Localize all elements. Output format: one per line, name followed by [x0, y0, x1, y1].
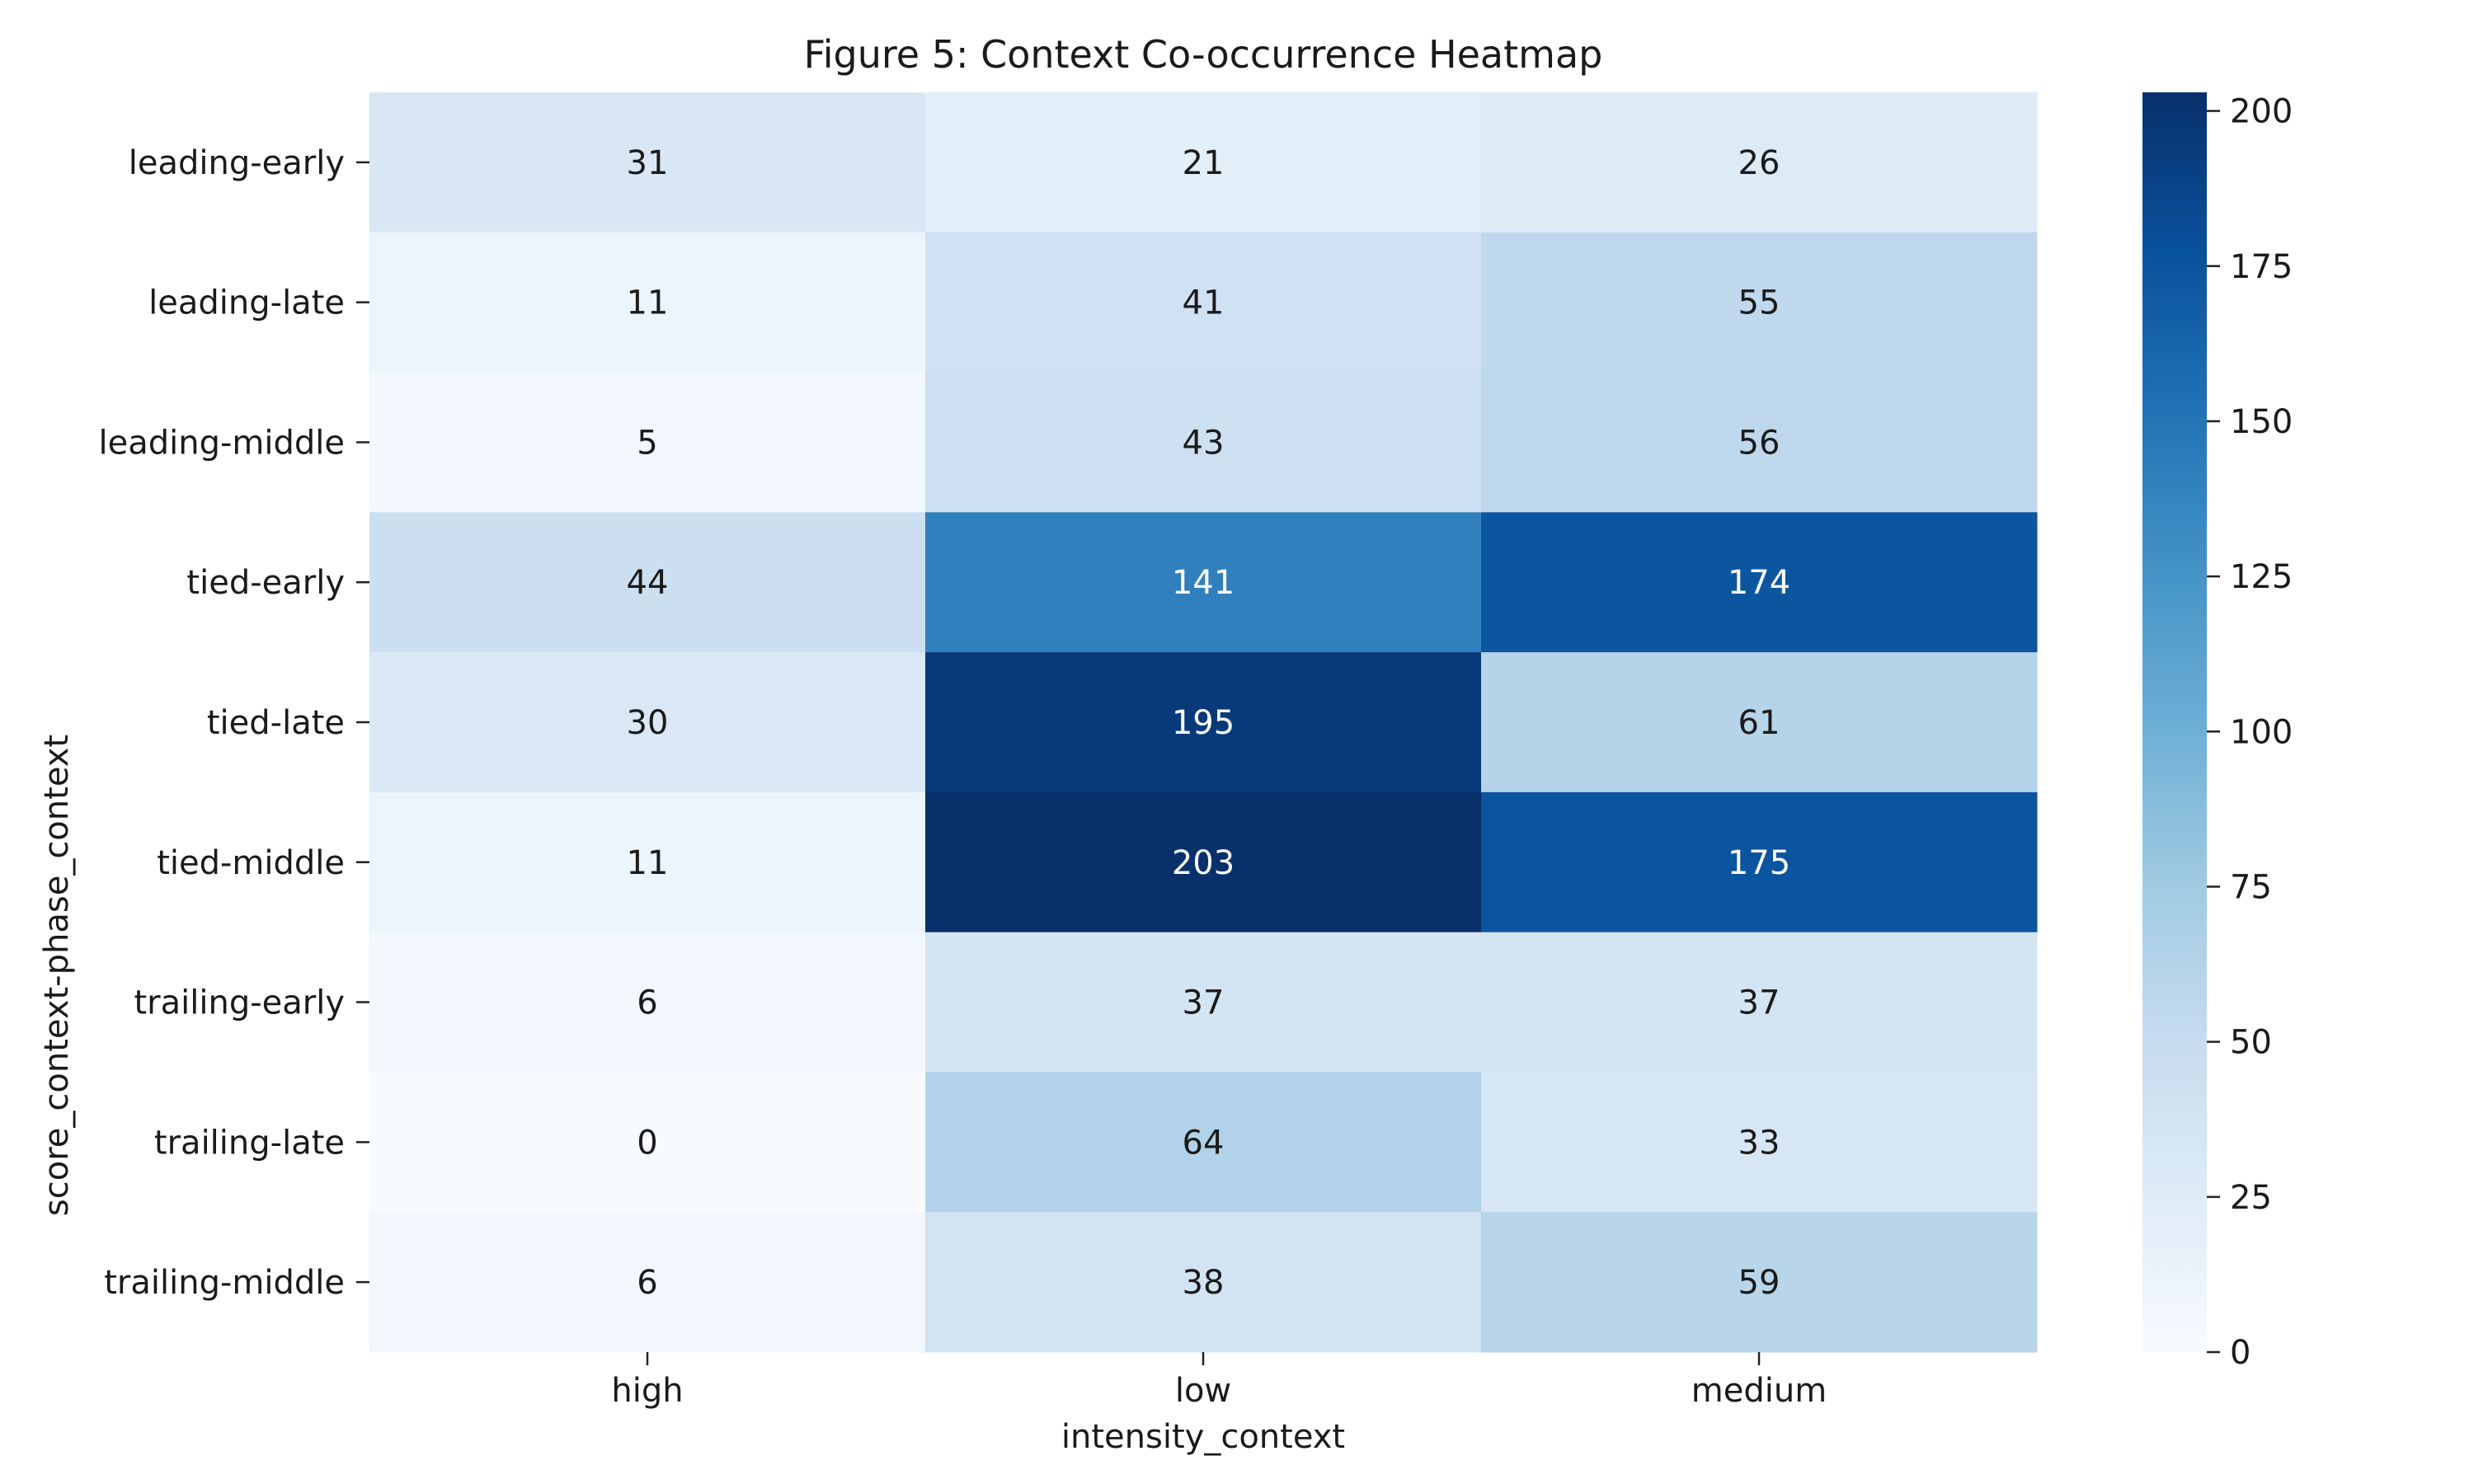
heatmap-cell — [369, 1072, 926, 1213]
x-tick-label: medium — [1691, 1372, 1827, 1410]
heatmap-cell — [369, 372, 926, 513]
heatmap-cell — [925, 92, 1482, 233]
heatmap-cell — [369, 92, 926, 233]
colorbar-tick-label: 50 — [2230, 1024, 2272, 1062]
cell-value-label: 33 — [1738, 1124, 1780, 1162]
cell-value-label: 26 — [1738, 144, 1780, 182]
colorbar-tick-label: 25 — [2230, 1179, 2272, 1217]
cell-value-label: 41 — [1183, 284, 1225, 322]
y-tick-label: trailing-late — [154, 1124, 345, 1162]
colorbar-tick-label: 150 — [2230, 403, 2293, 441]
cell-value-label: 61 — [1738, 704, 1780, 742]
heatmap-cell — [369, 232, 926, 373]
y-tick-label: leading-late — [148, 284, 345, 322]
cell-value-label: 21 — [1183, 144, 1225, 182]
heatmap-cell — [1481, 92, 2038, 233]
x-tick-label: high — [611, 1372, 683, 1410]
chart-title: Figure 5: Context Co-occurrence Heatmap — [804, 32, 1603, 77]
heatmap-cell — [369, 512, 926, 653]
x-tick-label: low — [1175, 1372, 1231, 1410]
heatmap-cell — [1481, 372, 2038, 513]
heatmap-cell — [1481, 932, 2038, 1073]
x-axis: high low medium — [611, 1352, 1827, 1410]
cell-value-label: 38 — [1183, 1264, 1225, 1302]
cell-value-label: 59 — [1738, 1264, 1780, 1302]
heatmap-cell — [1481, 1212, 2038, 1353]
heatmap-cell — [925, 1072, 1482, 1213]
heatmap-cell — [925, 652, 1482, 793]
y-tick-label: tied-early — [186, 564, 345, 602]
y-tick-label: tied-middle — [157, 844, 345, 882]
colorbar-tick-label: 125 — [2230, 558, 2293, 596]
heatmap-cell — [1481, 512, 2038, 653]
cell-value-label: 175 — [1728, 844, 1790, 882]
cell-value-label: 37 — [1738, 984, 1780, 1022]
cell-value-label: 6 — [637, 1264, 657, 1302]
cell-value-label: 203 — [1172, 844, 1235, 882]
heatmap-cell — [1481, 652, 2038, 793]
heatmap-cell — [1481, 1072, 2038, 1213]
heatmap-cell — [1481, 232, 2038, 373]
y-tick-label: tied-late — [207, 704, 345, 742]
cell-value-label: 43 — [1183, 424, 1225, 462]
heatmap-cells — [369, 92, 2038, 1353]
cell-value-label: 11 — [627, 284, 669, 322]
heatmap-cell — [369, 932, 926, 1073]
heatmap-cell — [925, 791, 1482, 933]
x-axis-label: intensity_context — [1061, 1418, 1345, 1456]
heatmap-cell — [925, 1212, 1482, 1353]
heatmap-cell — [369, 791, 926, 933]
heatmap-cell — [369, 652, 926, 793]
colorbar-tick-label: 100 — [2230, 713, 2293, 751]
colorbar-tick-label: 200 — [2230, 93, 2293, 131]
cell-value-label: 195 — [1172, 704, 1235, 742]
cell-value-label: 31 — [627, 144, 669, 182]
cell-value-label: 141 — [1172, 564, 1235, 602]
colorbar: 0 25 50 75 100 125 150 175 200 — [2142, 92, 2293, 1372]
heatmap-cell — [1481, 791, 2038, 933]
heatmap-cell — [925, 932, 1482, 1073]
colorbar-ticks: 0 25 50 75 100 125 150 175 200 — [2207, 93, 2293, 1372]
cell-value-label: 64 — [1183, 1124, 1225, 1162]
colorbar-tick-label: 0 — [2230, 1334, 2251, 1372]
cell-value-label: 55 — [1738, 284, 1780, 322]
y-tick-label: leading-middle — [99, 424, 346, 462]
cell-value-label: 37 — [1183, 984, 1225, 1022]
cell-value-label: 56 — [1738, 424, 1780, 462]
y-tick-label: trailing-early — [134, 984, 345, 1022]
cell-value-label: 174 — [1728, 564, 1790, 602]
colorbar-gradient — [2142, 92, 2207, 1352]
cell-value-label: 0 — [637, 1124, 657, 1162]
y-axis: leading-early leading-late leading-middle t… — [99, 144, 369, 1302]
heatmap-cell — [925, 232, 1482, 373]
cell-value-label: 5 — [637, 424, 657, 462]
cell-value-label: 6 — [637, 984, 657, 1022]
cell-value-label: 30 — [627, 704, 669, 742]
y-axis-label: score_context-phase_context — [38, 735, 76, 1216]
heatmap-cell — [925, 372, 1482, 513]
colorbar-tick-label: 75 — [2230, 868, 2272, 906]
y-tick-label: leading-early — [129, 144, 345, 182]
cell-value-label: 44 — [627, 564, 669, 602]
y-tick-label: trailing-middle — [104, 1264, 345, 1302]
colorbar-tick-label: 175 — [2230, 248, 2293, 286]
heatmap-cell — [925, 512, 1482, 653]
heatmap-cell — [369, 1212, 926, 1353]
cell-value-label: 11 — [627, 844, 669, 882]
